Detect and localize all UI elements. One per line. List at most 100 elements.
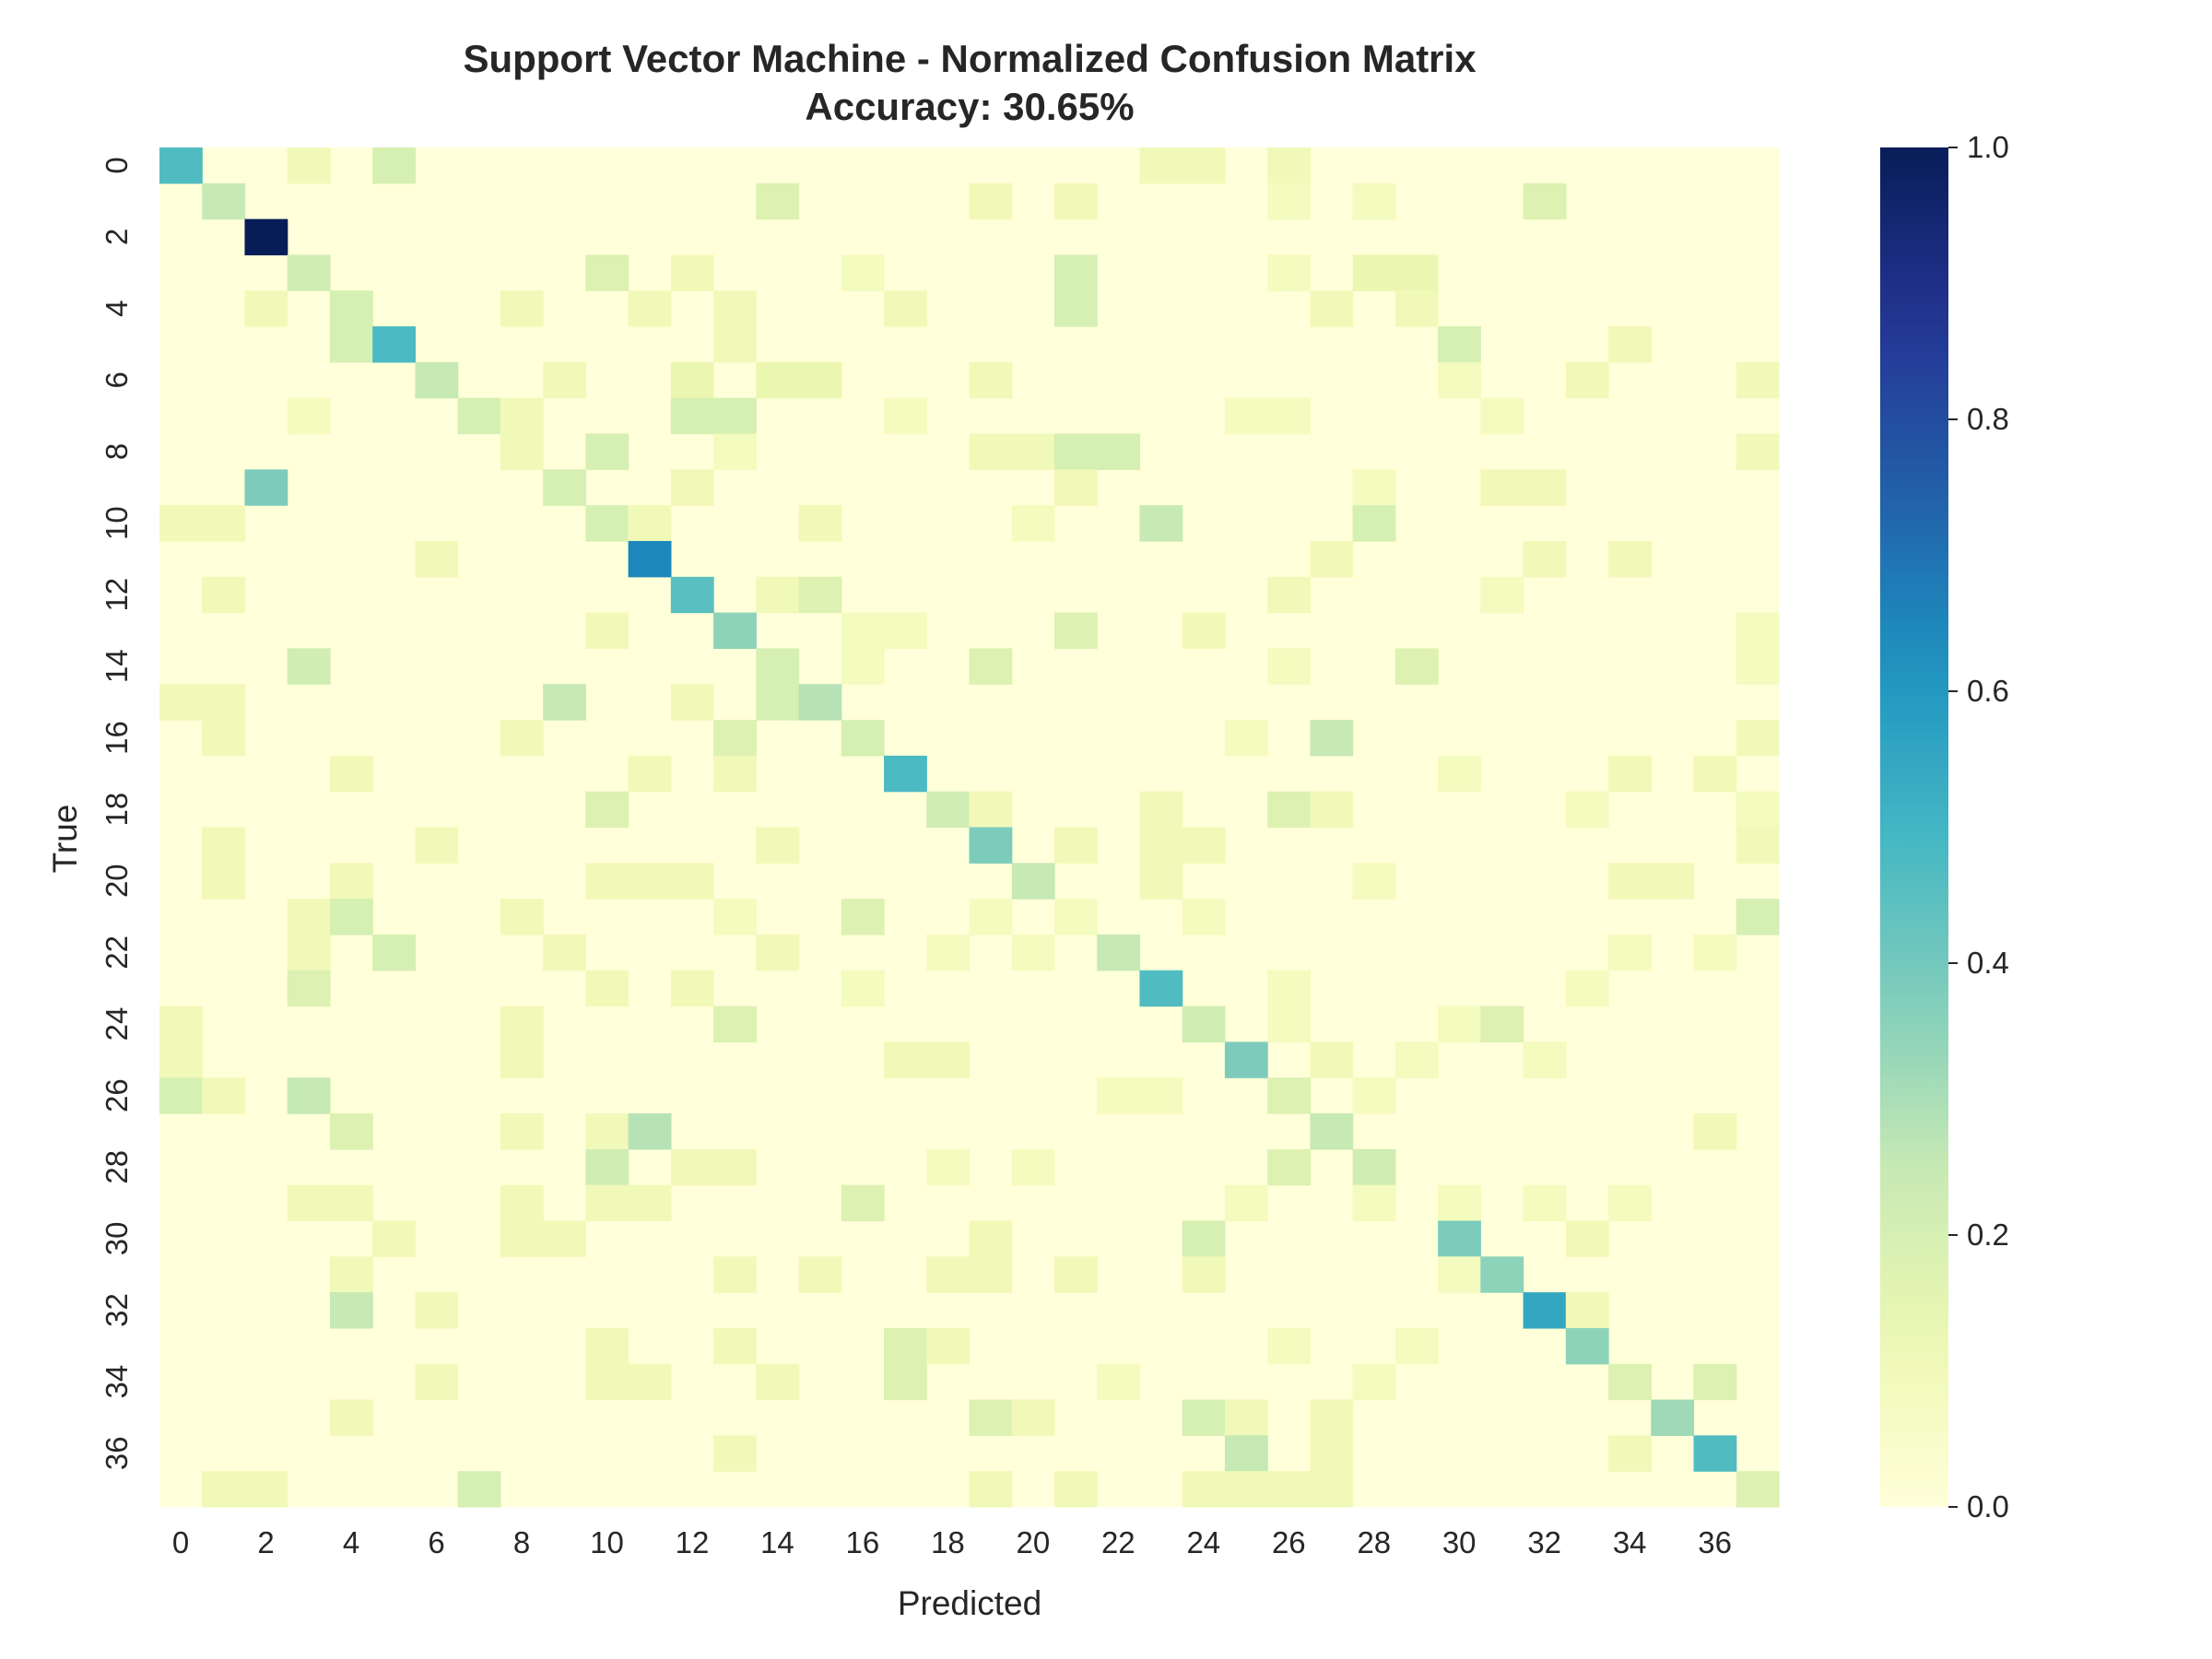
heatmap-cell [756,934,800,971]
heatmap-cell [1310,1113,1354,1150]
heatmap-cell [202,863,246,900]
heatmap-cell [1735,1471,1780,1508]
heatmap-cell [1097,433,1141,470]
chart-title: Support Vector Machine - Normalized Conf… [463,37,1477,80]
heatmap-cell [372,1220,417,1257]
heatmap-cell [713,899,757,935]
heatmap-cell [585,1184,629,1222]
heatmap-cell [1438,1006,1481,1042]
heatmap-cell [1182,827,1226,864]
heatmap-cell [1053,433,1098,470]
heatmap-cell [329,326,373,363]
heatmap-cell [1011,433,1055,470]
heatmap-cell [585,612,629,650]
heatmap-cell [1735,827,1780,864]
heatmap-cell [500,1184,544,1222]
heatmap-cell [1565,970,1609,1007]
heatmap-cell [1352,505,1396,542]
heatmap-cell [1523,469,1567,506]
heatmap-cell [1053,1256,1098,1293]
heatmap-cell [585,863,629,900]
heatmap-cell [1182,1399,1226,1436]
heatmap-cell [1352,1363,1396,1401]
heatmap-cell [329,755,373,793]
heatmap-cell [1097,1363,1141,1401]
heatmap-cell [1182,1471,1226,1508]
heatmap-cell [756,1363,800,1401]
heatmap-cell [1224,1471,1268,1508]
heatmap-cell [585,1113,629,1150]
heatmap-cell [329,1113,373,1150]
colorbar-tick-label: 0.8 [1967,402,2009,436]
heatmap-cell [628,755,672,793]
heatmap-cell [1352,182,1396,220]
heatmap-cell [798,505,842,542]
heatmap-cell [329,1292,373,1329]
heatmap-cell [1608,326,1652,363]
heatmap-cell [1310,720,1354,757]
heatmap-cell [202,827,246,864]
heatmap-cell [1267,648,1311,685]
heatmap-cell [329,863,373,900]
heatmap-cell [1735,612,1780,650]
heatmap-cell [756,361,800,399]
heatmap-cell [1267,397,1311,435]
x-tick-label: 6 [428,1525,444,1559]
heatmap-cell [1523,1184,1567,1222]
heatmap-cell [1565,1220,1609,1257]
heatmap-cell [670,397,714,435]
y-tick-label: 36 [100,1436,134,1470]
heatmap-cell [1438,326,1481,363]
heatmap-cell [543,934,586,971]
heatmap-cell [500,1113,544,1150]
heatmap-cell [628,863,672,900]
heatmap-cell [159,1006,203,1042]
heatmap-cell [1608,1435,1652,1472]
heatmap-cell [1097,1077,1141,1114]
heatmap-cell [287,147,331,184]
heatmap-cell [628,1184,672,1222]
heatmap-cell [372,147,417,184]
heatmap-cell [1053,827,1098,864]
heatmap-cell [585,505,629,542]
heatmap-cell [500,720,544,757]
heatmap-cell [202,505,246,542]
heatmap-cell [670,1148,714,1186]
heatmap-cell [585,970,629,1007]
heatmap-cell [1438,755,1481,793]
heatmap-cell [457,397,501,435]
heatmap-cell [670,970,714,1007]
heatmap-cell [884,1363,927,1401]
heatmap-cell [415,361,459,399]
x-tick-label: 2 [257,1525,274,1559]
heatmap-cell [159,147,203,184]
heatmap-cell [1608,934,1652,971]
heatmap-cell [1267,791,1311,829]
heatmap-cell [159,684,203,721]
heatmap-cell [1182,147,1226,184]
heatmap-cell [756,648,800,685]
heatmap-cell [500,1006,544,1042]
heatmap-cell [1267,970,1311,1007]
heatmap-cell [884,755,927,793]
heatmap-cell [1438,1256,1481,1293]
heatmap-cell [287,899,331,935]
heatmap-cell [1693,1435,1737,1472]
heatmap-cell [1053,254,1098,291]
heatmap-cell [329,1184,373,1222]
heatmap-cell [1651,1399,1695,1436]
heatmap-cell [1310,1041,1354,1078]
heatmap-cell [372,326,417,363]
heatmap-cell [1310,1399,1354,1436]
y-tick-label: 0 [100,157,134,173]
heatmap-cell [841,1184,885,1222]
heatmap-cell [841,254,885,291]
heatmap-cell [969,648,1013,685]
heatmap-cell [202,720,246,757]
heatmap-cell [1693,1113,1737,1150]
heatmap-cell [1394,1327,1439,1365]
heatmap-cell [756,684,800,721]
heatmap-cell [1267,254,1311,291]
heatmap-cell [628,1363,672,1401]
heatmap-cell [1735,899,1780,935]
